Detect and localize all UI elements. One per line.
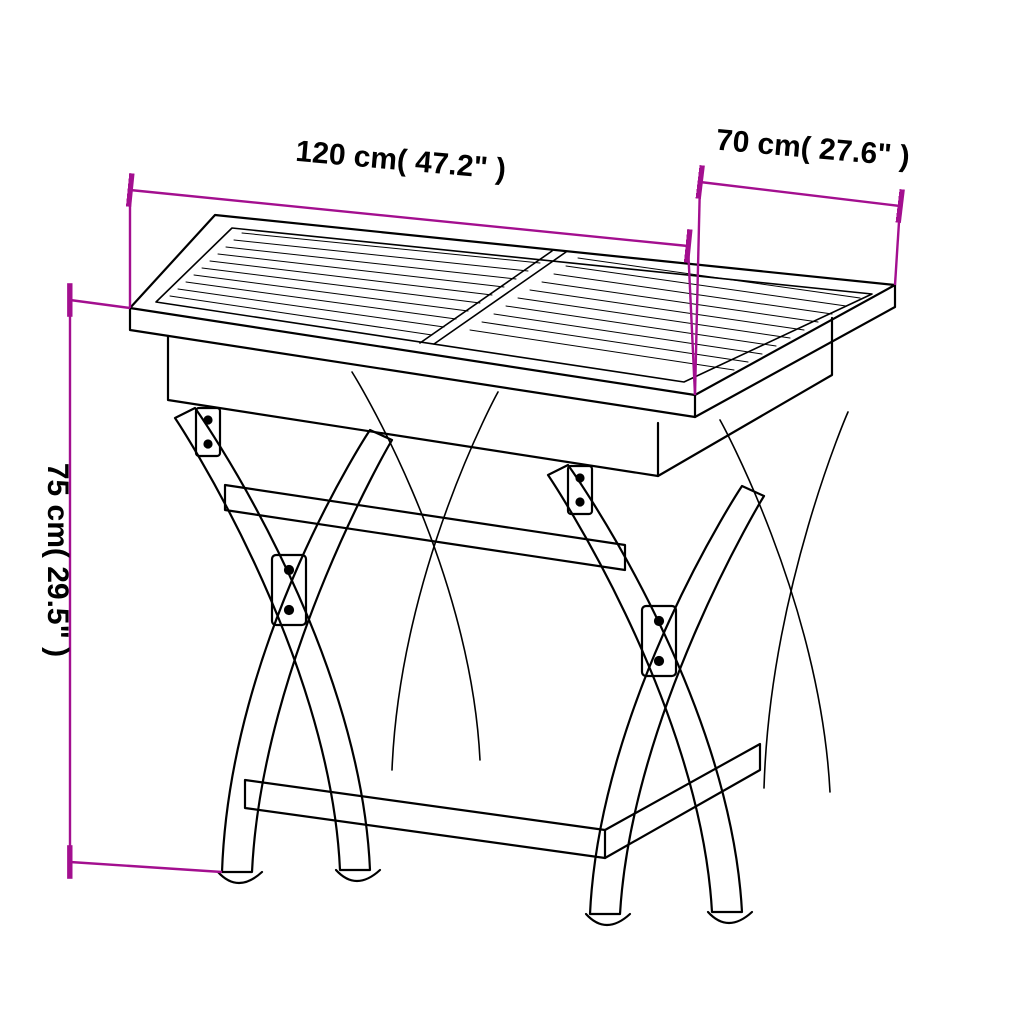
dimension-lines — [70, 182, 900, 872]
dimension-depth-label: 70 cm( 27.6" ) — [715, 124, 911, 174]
dimension-height-label: 75 cm( 29.5" ) — [41, 463, 74, 657]
dimension-width-label: 120 cm( 47.2" ) — [294, 135, 507, 186]
table-line-art — [130, 215, 895, 925]
